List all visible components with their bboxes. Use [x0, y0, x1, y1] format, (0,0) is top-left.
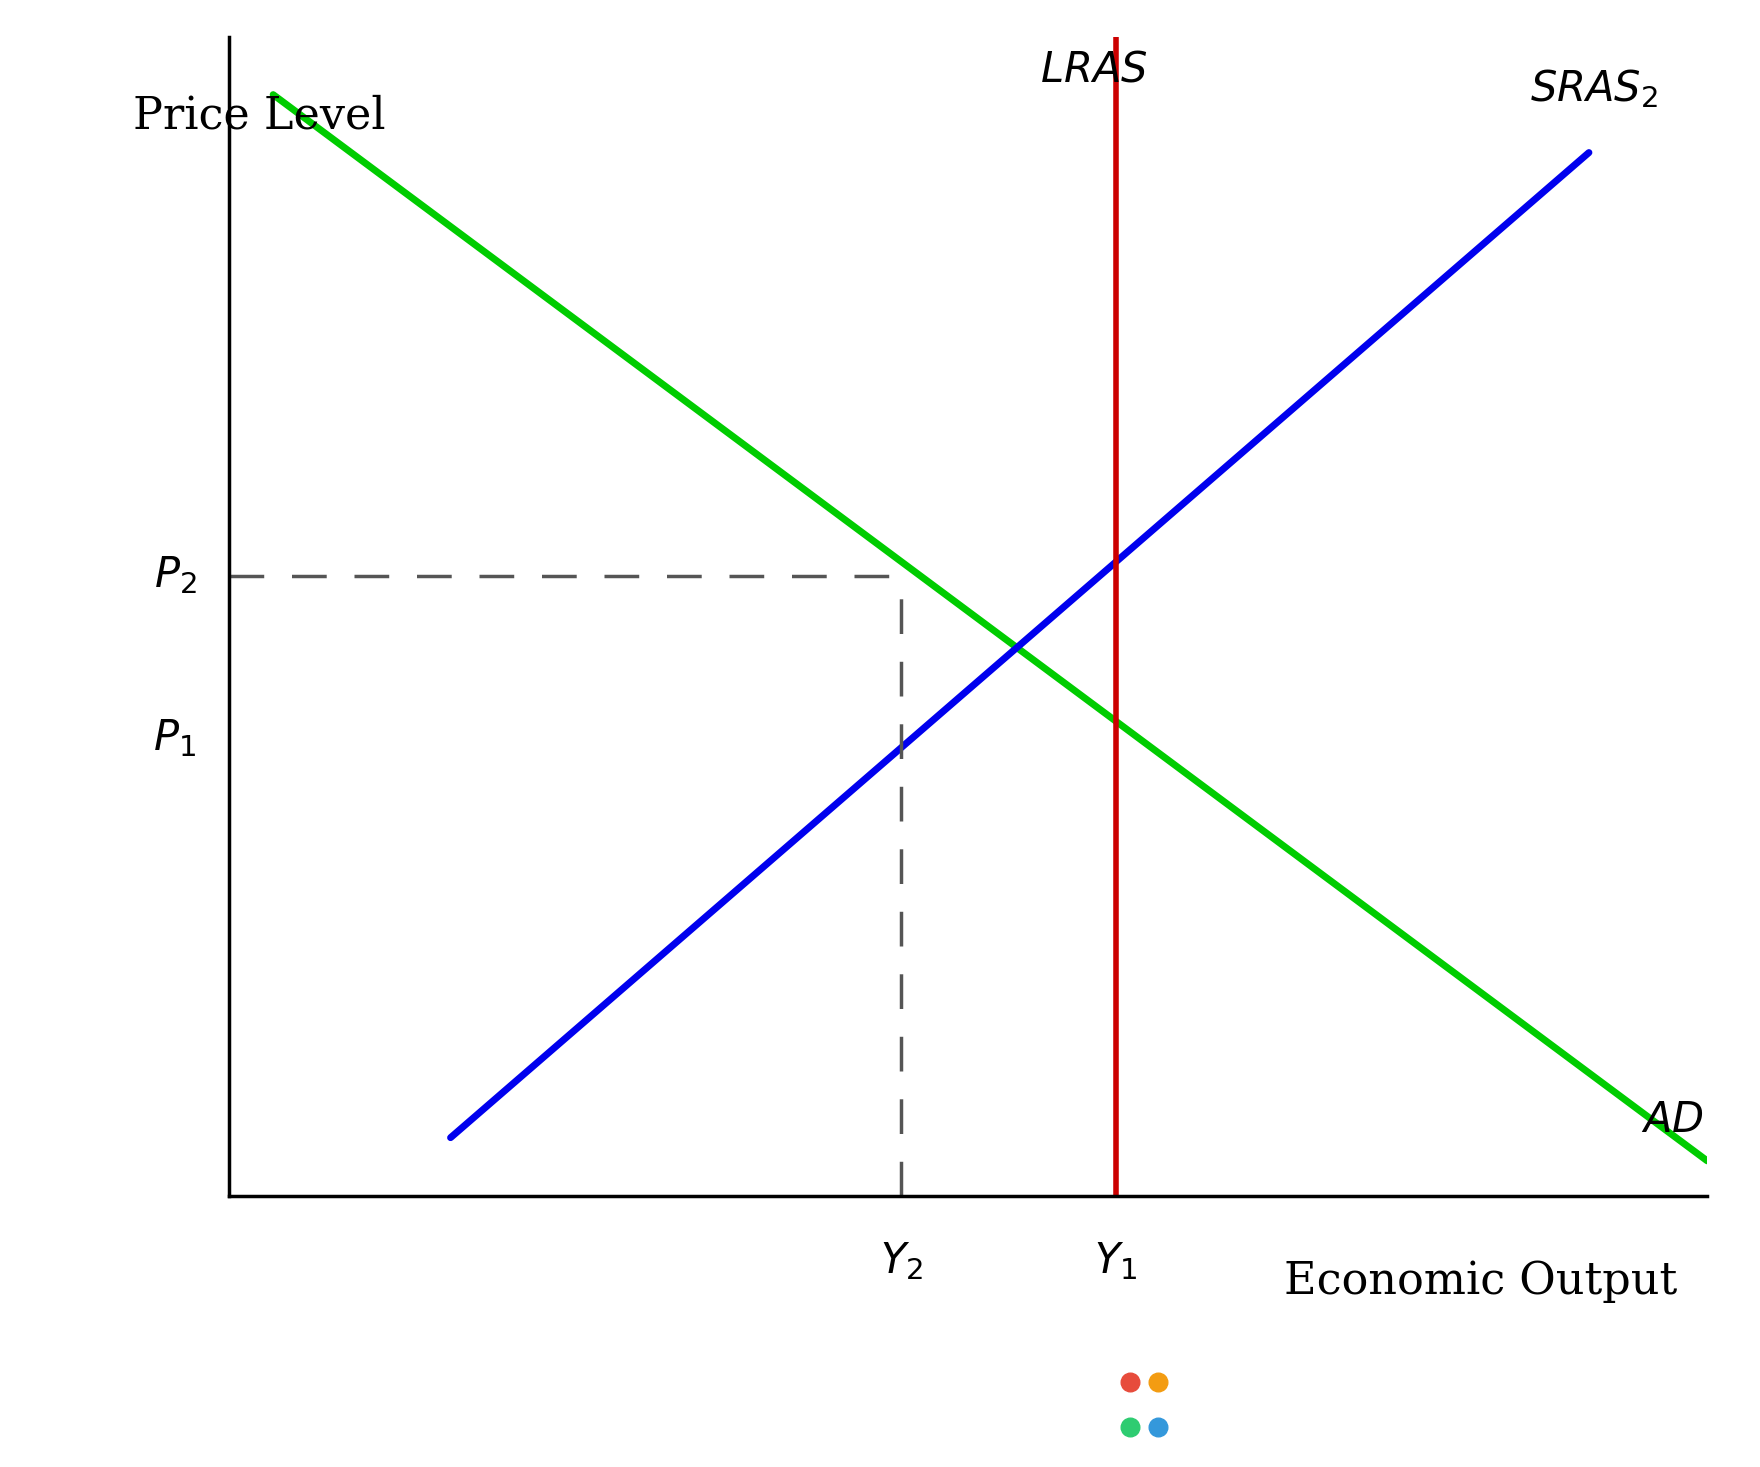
Text: INOMICS: INOMICS — [1183, 1376, 1470, 1433]
Point — [1144, 1416, 1172, 1439]
Text: Economic Output: Economic Output — [1285, 1259, 1677, 1303]
Text: $LRAS$: $LRAS$ — [1040, 48, 1148, 89]
Text: $P_2$: $P_2$ — [153, 555, 197, 597]
Point — [1144, 1370, 1172, 1394]
Text: Price Level: Price Level — [132, 94, 385, 138]
Text: $Y_1$: $Y_1$ — [1095, 1240, 1137, 1282]
Text: $P_1$: $P_1$ — [153, 717, 197, 758]
Text: $SRAS_2$: $SRAS_2$ — [1529, 67, 1658, 110]
Text: $AD$: $AD$ — [1640, 1099, 1704, 1141]
Point — [1116, 1416, 1144, 1439]
Text: $Y_2$: $Y_2$ — [880, 1240, 922, 1282]
Point — [1116, 1370, 1144, 1394]
